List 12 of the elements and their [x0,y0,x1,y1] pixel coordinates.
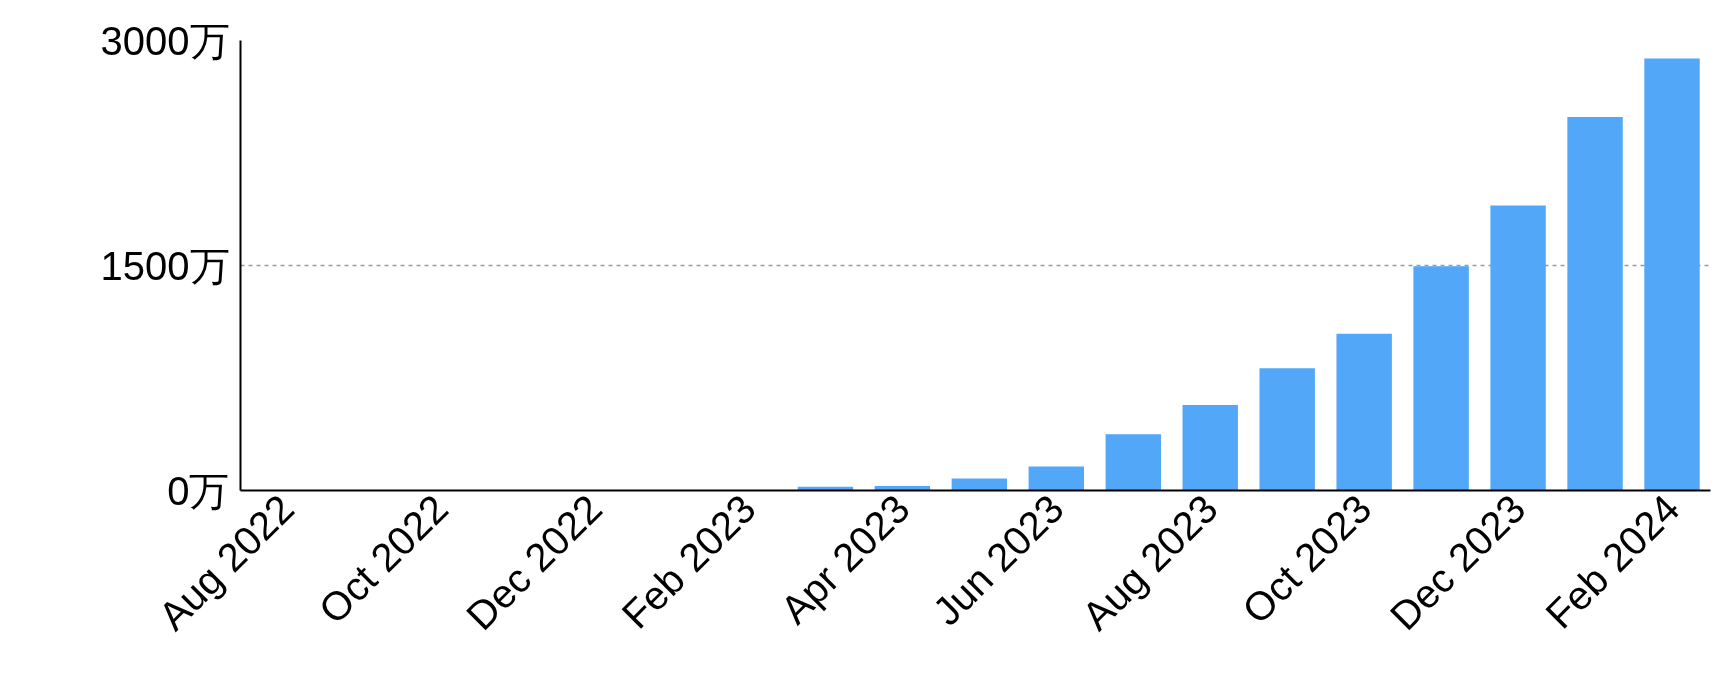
bar [1028,466,1085,491]
bar [1490,205,1546,491]
bar [951,478,1008,491]
bar [1413,266,1469,491]
bar [1182,405,1238,491]
y-tick-label: 3000万 [100,18,230,63]
bar [1644,58,1700,491]
bar [1336,333,1392,491]
y-tick-label: 1500万 [100,243,230,288]
bar [1567,117,1623,491]
bar [1259,368,1315,491]
bar [1105,434,1161,491]
